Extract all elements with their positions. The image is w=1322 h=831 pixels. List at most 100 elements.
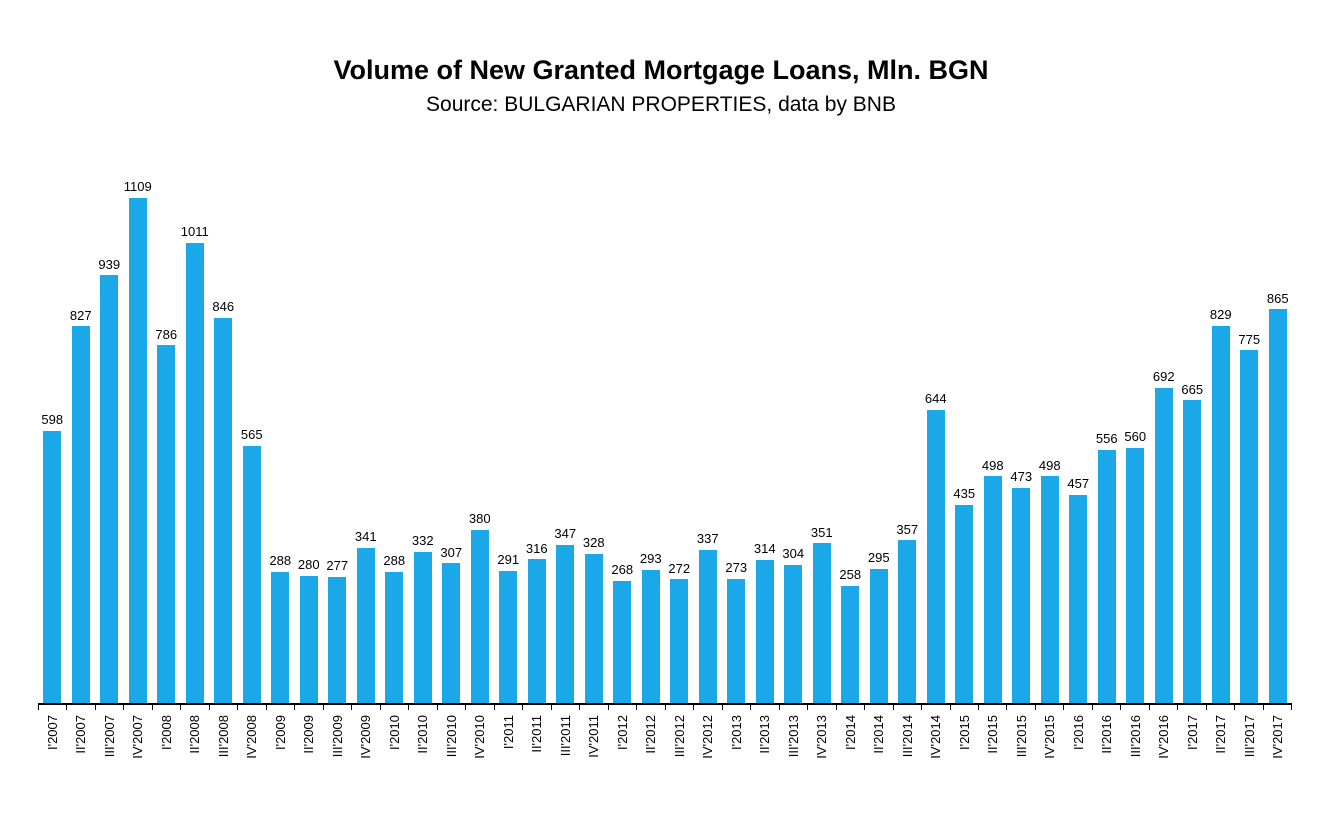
- bar-column: 829: [1207, 307, 1236, 703]
- x-label-cell: II'2017: [1207, 710, 1236, 805]
- axis-tick: [381, 705, 410, 710]
- bar-value-label: 565: [240, 427, 263, 443]
- bar-value-label: 498: [1038, 457, 1061, 473]
- axis-tick: [238, 705, 267, 710]
- bar-column: 786: [152, 327, 181, 703]
- axis-tick: [609, 705, 638, 710]
- bar-column: 846: [209, 299, 238, 703]
- bar-column: 314: [751, 541, 780, 703]
- x-label-cell: I'2010: [380, 710, 409, 805]
- axis-tick: [67, 705, 96, 710]
- bar: [1012, 487, 1031, 703]
- bar-value-label: 272: [668, 560, 691, 576]
- bar-value-label: 337: [696, 530, 719, 546]
- x-label-cell: I'2009: [266, 710, 295, 805]
- axis-tick: [181, 705, 210, 710]
- x-axis-label: I'2009: [272, 715, 288, 751]
- bar: [584, 553, 603, 703]
- x-label-cell: III'2007: [95, 710, 124, 805]
- bar-value-label: 473: [1010, 469, 1033, 485]
- bar: [1268, 309, 1287, 703]
- x-axis-label: II'2012: [643, 715, 659, 754]
- axis-tick: [694, 705, 723, 710]
- bar: [670, 579, 689, 703]
- x-axis-label: IV'2016: [1156, 715, 1172, 759]
- x-axis-label: II'2013: [757, 715, 773, 754]
- x-axis-label: III'2009: [329, 715, 345, 758]
- x-axis-label: IV'2009: [358, 715, 374, 759]
- x-label-cell: IV'2012: [694, 710, 723, 805]
- bar-column: 332: [409, 533, 438, 703]
- axis-tick: [723, 705, 752, 710]
- axis-tick: [1207, 705, 1236, 710]
- bar-column: 307: [437, 545, 466, 703]
- x-axis-label: III'2014: [899, 715, 915, 758]
- x-label-cell: IV'2007: [124, 710, 153, 805]
- bar: [983, 476, 1002, 703]
- plot-area: 598 827 939 1109 786 1011 846 565 288 280 277 341 28…: [38, 163, 1292, 705]
- bar: [527, 559, 546, 703]
- bar: [100, 275, 119, 703]
- bar: [413, 551, 432, 703]
- x-label-cell: III'2016: [1121, 710, 1150, 805]
- bar: [271, 571, 290, 703]
- x-axis-label: II'2007: [73, 715, 89, 754]
- x-axis-label: IV'2017: [1270, 715, 1286, 759]
- x-label-cell: IV'2008: [238, 710, 267, 805]
- bar-value-label: 293: [639, 551, 662, 567]
- bar: [499, 570, 518, 703]
- axis-tick: [1064, 705, 1093, 710]
- axis-tick: [666, 705, 695, 710]
- axis-tick: [495, 705, 524, 710]
- bar-column: 865: [1264, 291, 1293, 703]
- x-label-cell: IV'2015: [1036, 710, 1065, 805]
- bar-column: 268: [608, 562, 637, 703]
- bar-column: 337: [694, 531, 723, 703]
- bar-value-label: 598: [41, 412, 64, 428]
- x-label-cell: IV'2011: [580, 710, 609, 805]
- bar-column: 644: [922, 391, 951, 703]
- bar-column: 556: [1093, 431, 1122, 703]
- bar: [784, 564, 803, 703]
- bar: [1211, 325, 1230, 703]
- bar: [43, 430, 62, 703]
- bar-value-label: 435: [953, 486, 976, 502]
- bar: [1240, 350, 1259, 703]
- x-axis-labels: I'2007 II'2007 III'2007 IV'2007 I'2008 II'200…: [38, 710, 1292, 805]
- bar: [299, 575, 318, 703]
- bar: [185, 242, 204, 703]
- axis-tick: [1121, 705, 1150, 710]
- bar-column: 598: [38, 412, 67, 703]
- x-axis-label: II'2016: [1099, 715, 1115, 754]
- chart-title: Volume of New Granted Mortgage Loans, Ml…: [333, 55, 989, 85]
- axis-tick: [580, 705, 609, 710]
- bar-value-label: 280: [297, 556, 320, 572]
- bar-column: 498: [1036, 458, 1065, 703]
- bar-column: 351: [808, 525, 837, 703]
- bar-value-label: 692: [1152, 369, 1175, 385]
- x-axis-label: I'2015: [956, 715, 972, 751]
- x-axis-label: III'2011: [557, 715, 573, 757]
- x-axis-label: I'2011: [500, 715, 516, 750]
- bar: [727, 578, 746, 703]
- bar-value-label: 865: [1266, 290, 1289, 306]
- x-label-cell: I'2007: [38, 710, 67, 805]
- x-axis-label: II'2008: [187, 715, 203, 754]
- x-axis-label: IV'2008: [244, 715, 260, 759]
- x-axis-label: III'2008: [215, 715, 231, 758]
- bar-value-label: 316: [525, 540, 548, 556]
- bar: [328, 576, 347, 703]
- bar-value-label: 258: [839, 566, 862, 582]
- x-label-cell: III'2015: [1007, 710, 1036, 805]
- x-label-cell: IV'2016: [1150, 710, 1179, 805]
- x-label-cell: II'2008: [181, 710, 210, 805]
- x-label-cell: IV'2013: [808, 710, 837, 805]
- bar: [1126, 448, 1145, 703]
- x-axis-label: II'2017: [1213, 715, 1229, 754]
- bar-value-label: 332: [411, 533, 434, 549]
- x-label-cell: IV'2010: [466, 710, 495, 805]
- axis-tick: [751, 705, 780, 710]
- bar: [1183, 400, 1202, 703]
- bar-value-label: 328: [582, 535, 605, 551]
- x-axis-label: IV'2010: [472, 715, 488, 759]
